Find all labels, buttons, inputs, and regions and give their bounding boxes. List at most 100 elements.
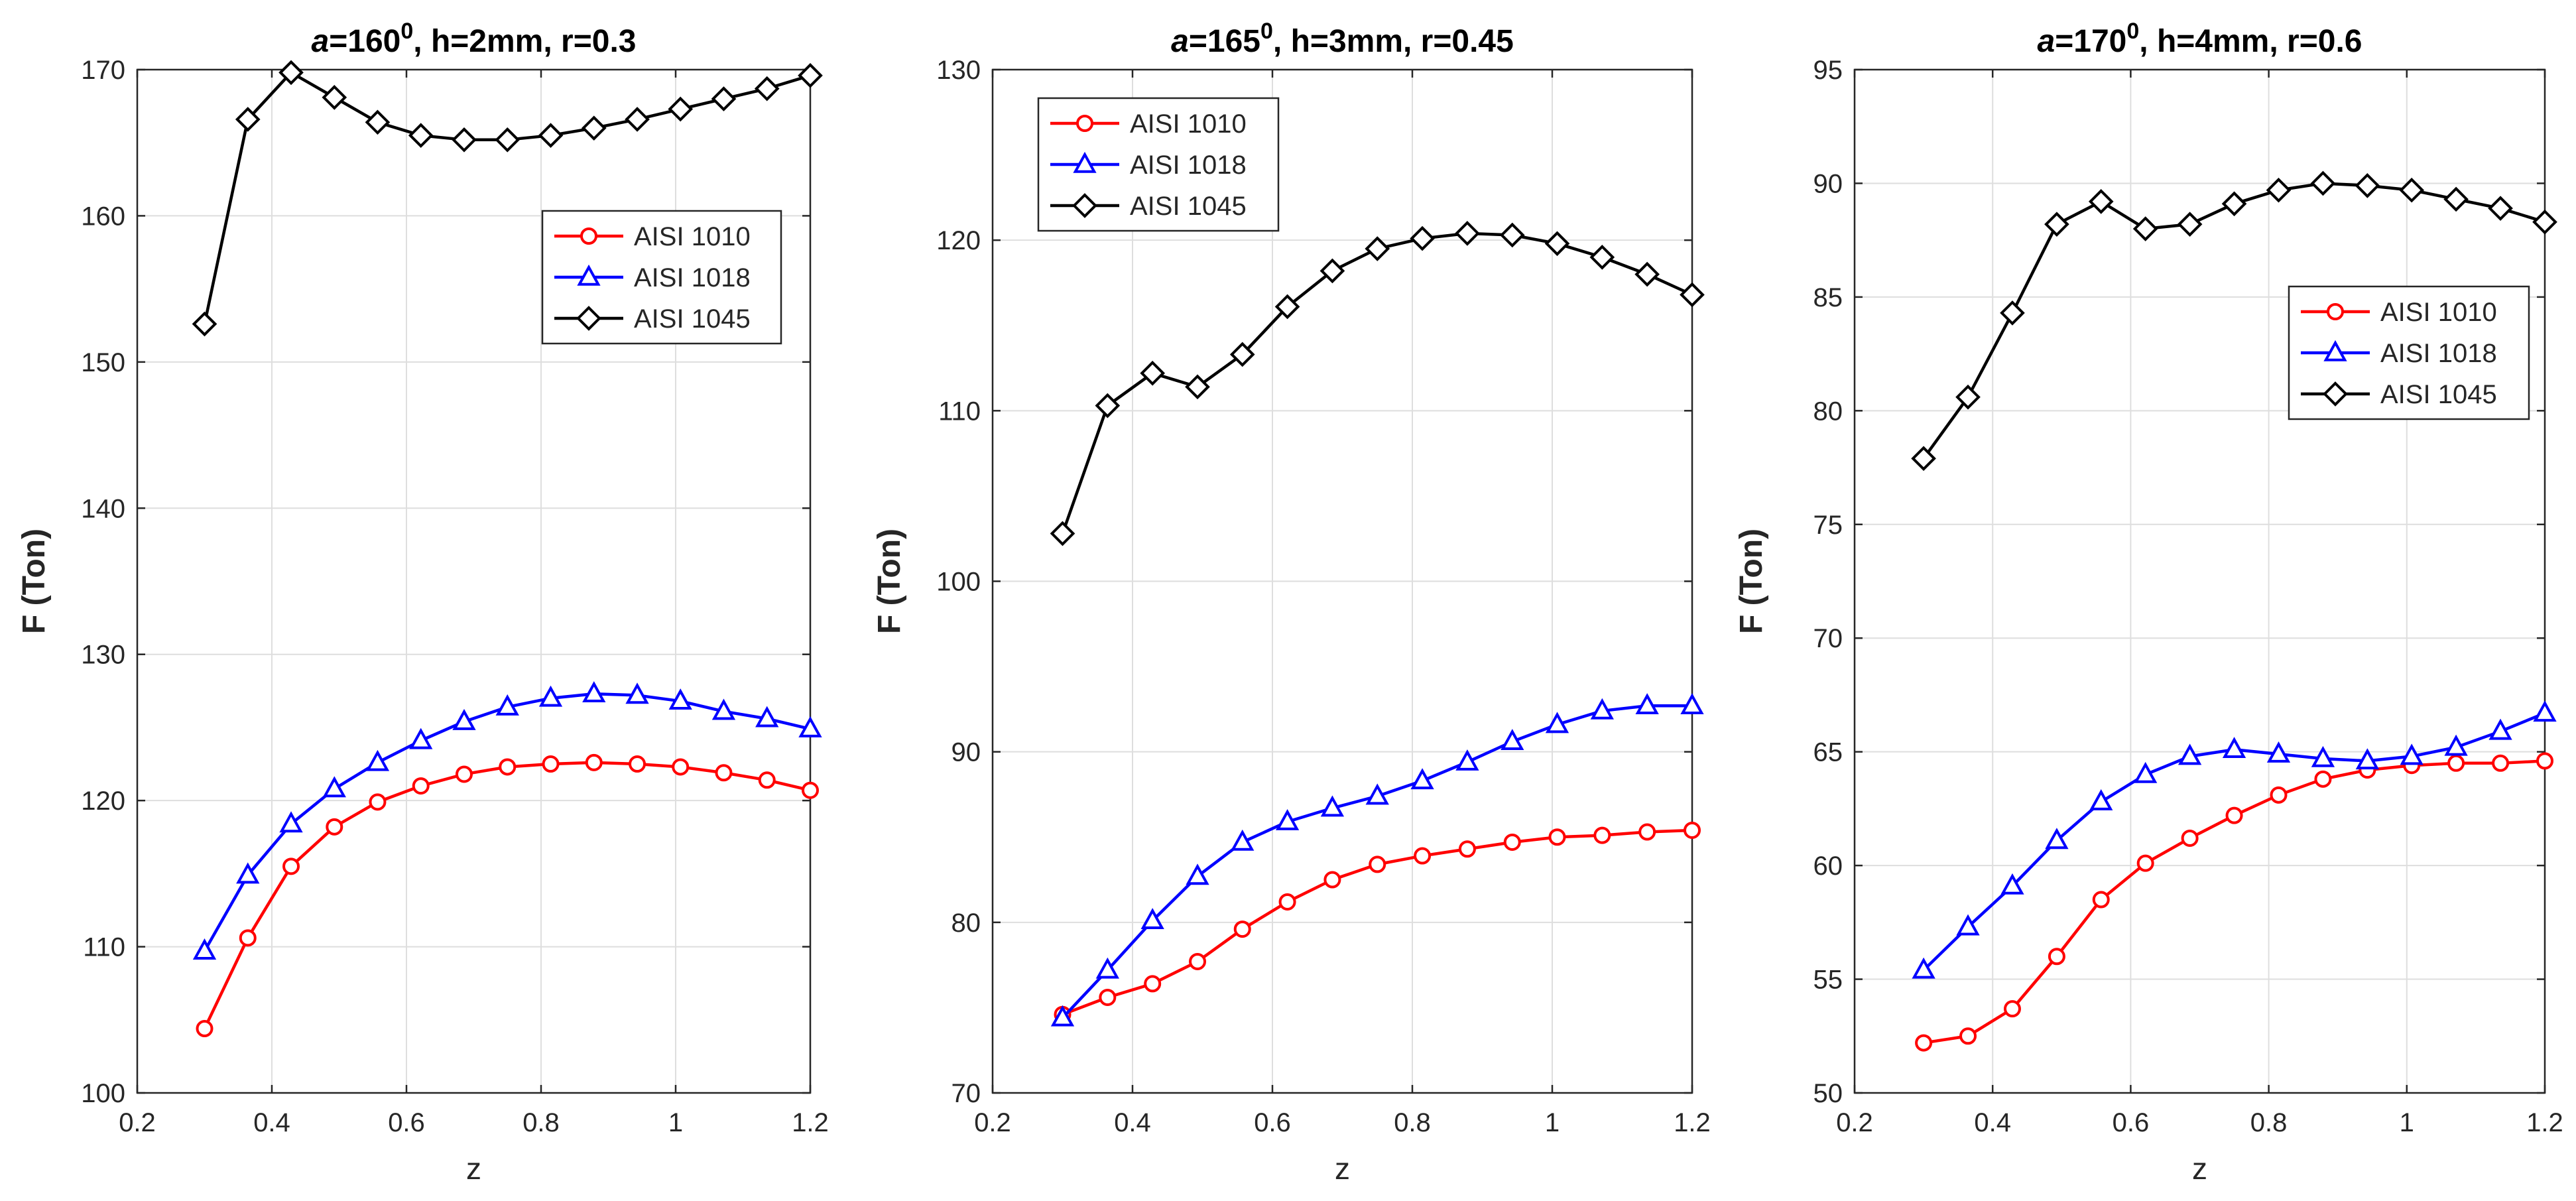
data-point <box>538 685 563 707</box>
legend: AISI 1010 AISI 1018 AISI 1045 <box>541 210 782 345</box>
x-tick-label: 0.6 <box>388 1108 425 1137</box>
x-tick-label: 1.2 <box>2526 1108 2563 1137</box>
data-point <box>1410 768 1434 790</box>
series-aisi-1010 <box>1054 821 1701 1023</box>
data-point <box>798 62 823 88</box>
x-tick-label: 1.2 <box>1674 1108 1711 1137</box>
data-point <box>2134 761 2158 783</box>
data-point <box>585 753 603 771</box>
data-point <box>1911 446 1936 472</box>
data-point <box>1365 783 1389 805</box>
data-point <box>279 811 303 833</box>
chart-title: a=1600, h=2mm, r=0.3 <box>312 19 637 59</box>
data-point <box>755 706 779 727</box>
data-point <box>455 765 473 783</box>
data-point <box>2400 743 2423 765</box>
legend-label: AISI 1010 <box>2380 298 2497 327</box>
x-tick-label: 0.4 <box>1974 1108 2011 1137</box>
y-tick-label: 70 <box>951 1079 981 1108</box>
data-point <box>1593 826 1611 844</box>
data-point <box>2089 789 2113 810</box>
y-tick-label: 75 <box>1813 511 1843 540</box>
data-point <box>322 776 346 798</box>
data-point <box>2266 741 2291 763</box>
data-point <box>1320 795 1345 817</box>
legend-marker <box>580 227 597 245</box>
y-tick-label: 50 <box>1813 1079 1843 1108</box>
x-axis-label: z <box>1335 1151 1350 1186</box>
legend-marker <box>2327 303 2344 320</box>
x-tick-label: 0.4 <box>1114 1108 1151 1137</box>
x-tick-label: 0.2 <box>974 1108 1011 1137</box>
data-point <box>538 123 564 149</box>
title-superscript: 0 <box>400 19 413 44</box>
data-point <box>452 127 477 153</box>
title-value: =160 <box>329 24 400 59</box>
data-point <box>2045 828 2069 850</box>
data-point <box>2000 300 2025 326</box>
data-point <box>408 123 434 149</box>
series-aisi-1045 <box>1911 170 2557 472</box>
data-point <box>236 862 260 884</box>
chart-title: a=1700, h=4mm, r=0.6 <box>2038 19 2362 59</box>
title-symbol: a <box>2038 24 2055 59</box>
legend-label: AISI 1045 <box>634 304 751 334</box>
legend-marker <box>2323 381 2348 407</box>
data-point <box>2177 212 2203 237</box>
chart-panel: 0.2 0.4 0.6 0.8 1 1.2 70 80 90 100 110 120 130 z F (To… <box>872 19 1711 1186</box>
data-point <box>1634 261 1660 287</box>
data-point <box>2488 718 2512 740</box>
y-tick-label: 85 <box>1813 283 1843 312</box>
y-tick-label: 130 <box>936 56 981 85</box>
data-point <box>495 127 521 153</box>
data-point <box>2048 948 2065 966</box>
legend-marker <box>576 306 601 331</box>
data-point <box>1323 871 1341 889</box>
data-point <box>1189 952 1207 970</box>
data-point <box>326 818 343 836</box>
data-point <box>282 857 300 875</box>
axes-box <box>136 68 812 1094</box>
title-superscript: 0 <box>1260 19 1273 44</box>
legend-marker <box>577 264 601 286</box>
title-params: , h=2mm, r=0.3 <box>413 24 636 59</box>
title-params: , h=3mm, r=0.45 <box>1273 24 1514 59</box>
legend-label: AISI 1018 <box>1130 151 1247 180</box>
y-tick-label: 120 <box>81 787 125 816</box>
chart-title: a=1650, h=3mm, r=0.45 <box>1171 19 1514 59</box>
data-point <box>2181 829 2199 847</box>
x-tick-label: 0.6 <box>1254 1108 1291 1137</box>
data-point <box>629 755 646 773</box>
data-point <box>1499 222 1525 248</box>
data-point <box>802 781 819 799</box>
data-point <box>2488 196 2513 221</box>
series-aisi-1018 <box>1912 700 2557 979</box>
y-tick-label: 60 <box>1813 852 1843 881</box>
data-point <box>581 115 607 141</box>
data-point <box>2088 189 2114 214</box>
data-point <box>1144 975 1162 993</box>
data-point <box>2270 786 2288 804</box>
data-point <box>2310 170 2336 196</box>
y-tick-label: 100 <box>81 1079 125 1108</box>
y-tick-label: 55 <box>1813 966 1843 995</box>
data-point <box>798 716 822 737</box>
x-axis-label: z <box>2192 1151 2207 1186</box>
x-tick-label: 0.2 <box>1836 1108 1873 1137</box>
legend: AISI 1010 AISI 1018 AISI 1045 <box>2288 285 2530 420</box>
y-tick-label: 130 <box>81 641 125 670</box>
axes-box <box>1853 68 2546 1094</box>
series-aisi-1018 <box>1050 693 1704 1027</box>
legend-label: AISI 1010 <box>634 222 751 251</box>
data-point <box>235 107 261 132</box>
data-point <box>1278 893 1296 911</box>
data-point <box>1185 374 1210 400</box>
data-point <box>2225 806 2243 824</box>
data-point <box>192 311 217 337</box>
legend-label: AISI 1018 <box>2380 339 2497 368</box>
legend-label: AISI 1010 <box>1130 109 1247 139</box>
data-point <box>1915 1034 1933 1052</box>
legend-marker <box>2323 340 2347 361</box>
title-symbol: a <box>312 24 330 59</box>
data-point <box>715 764 733 782</box>
